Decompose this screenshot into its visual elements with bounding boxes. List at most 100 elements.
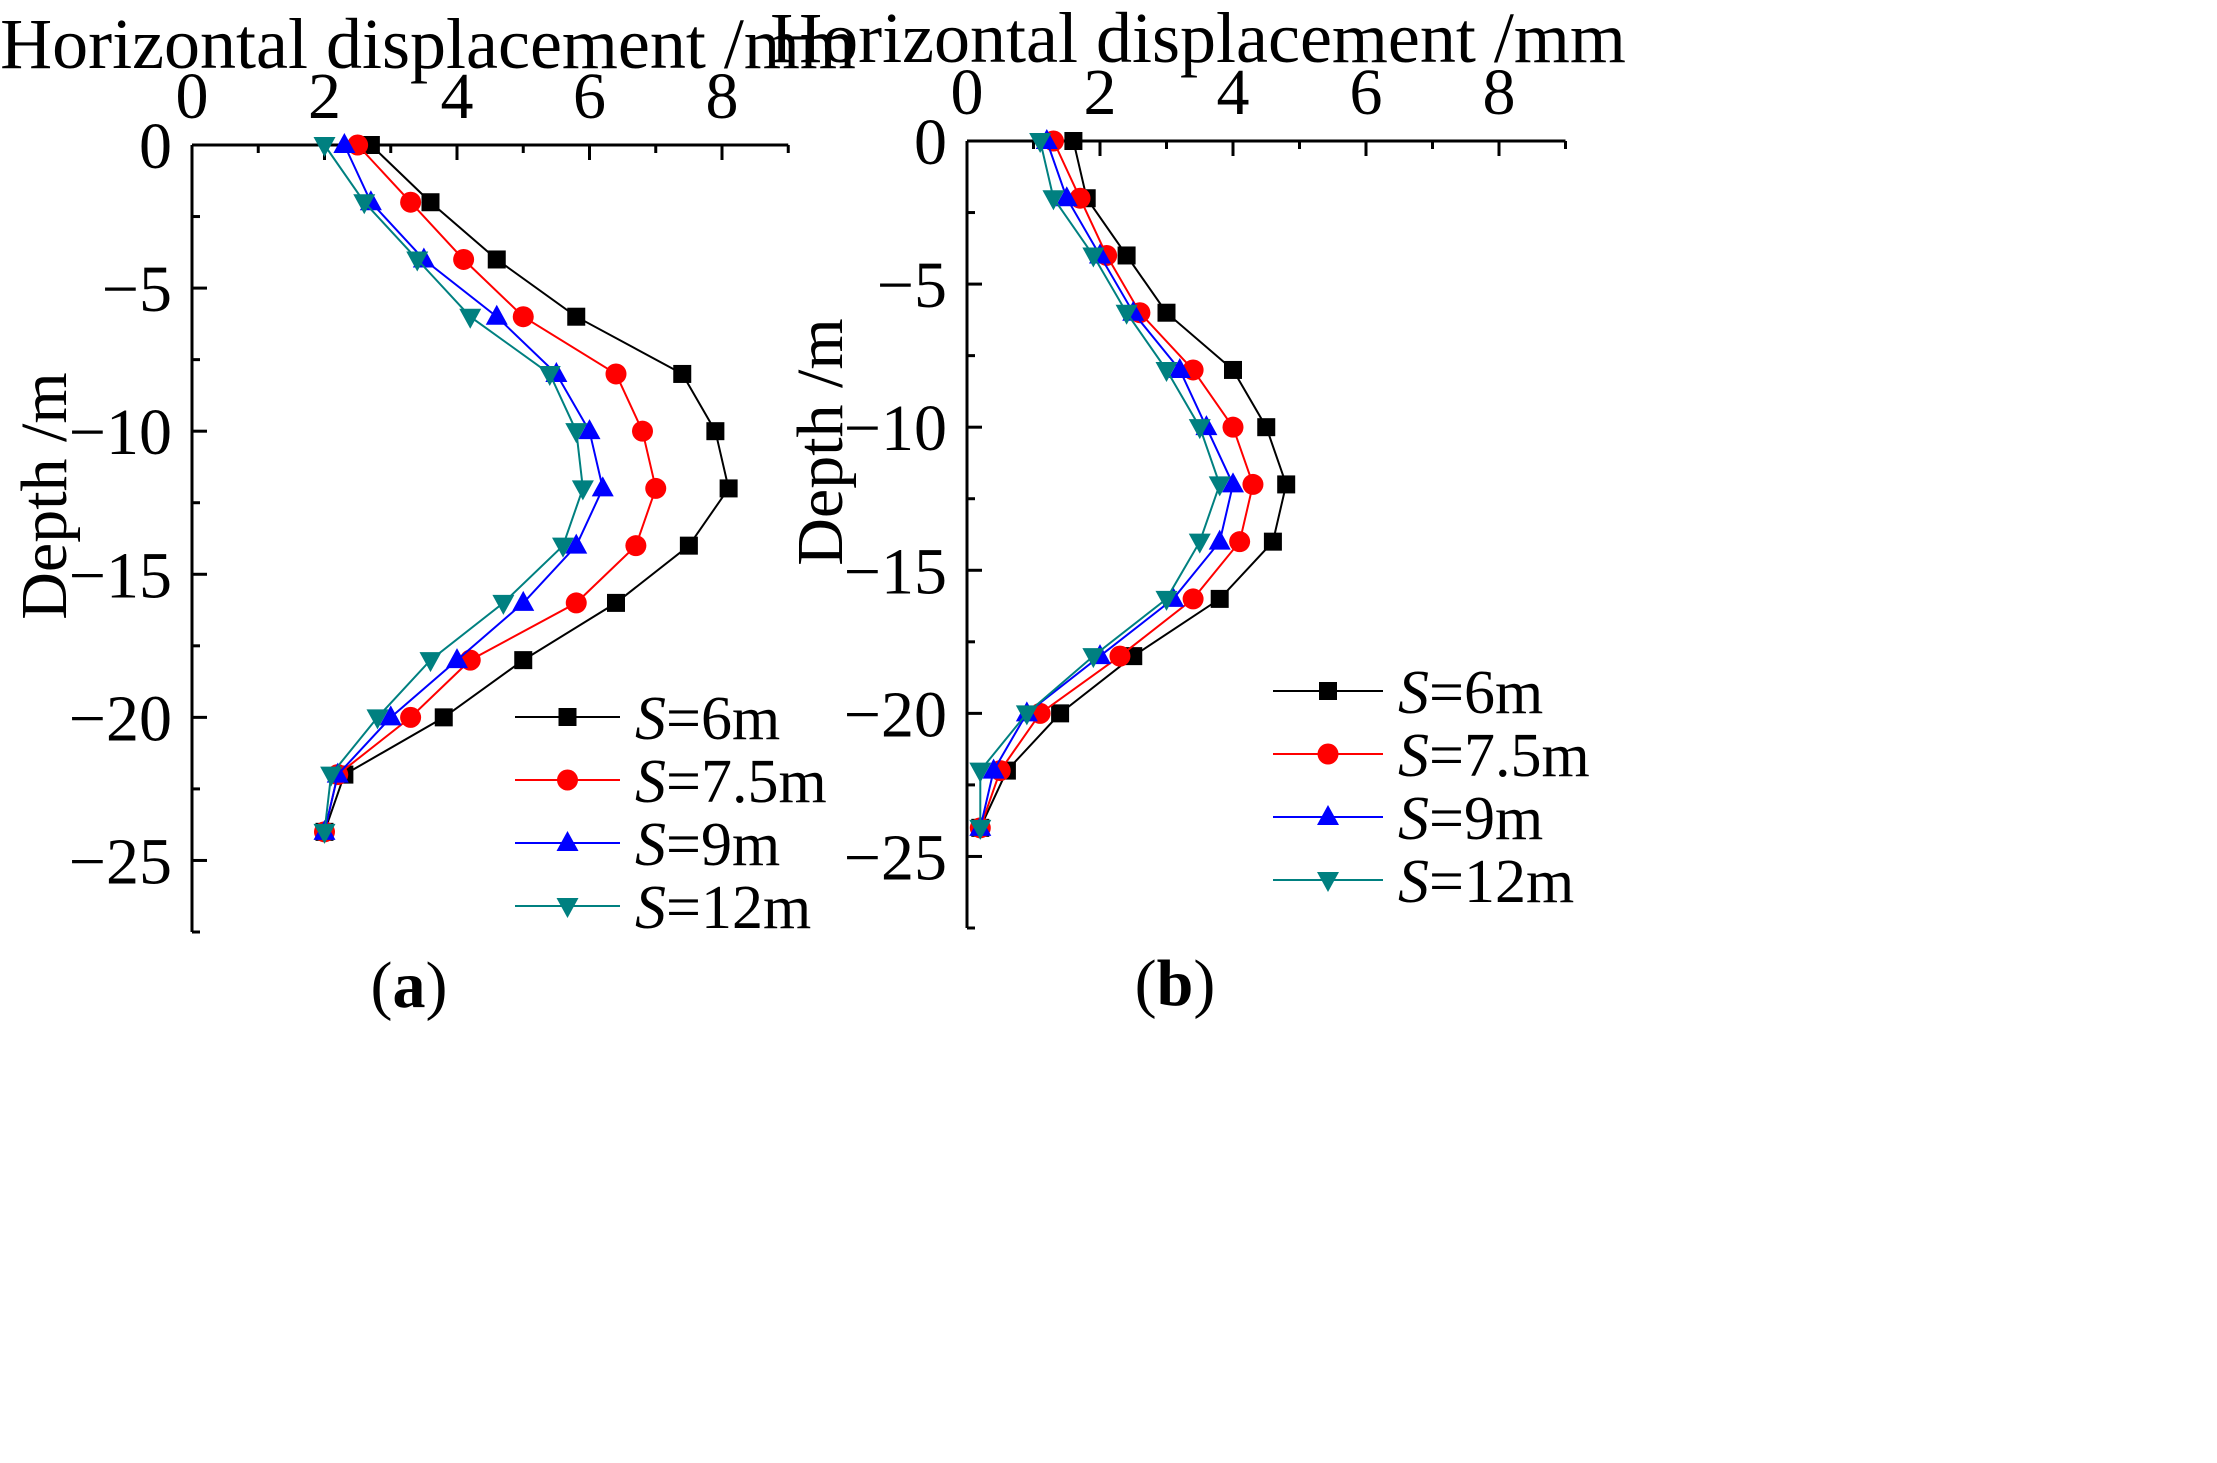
legend-item: S=9m [1273,785,1543,853]
y-tick-label: −10 [844,392,947,465]
legend-label: S=9m [635,811,780,879]
legend-item: S=7.5m [515,748,827,816]
data-point [333,133,356,153]
legend: S=6mS=7.5mS=9mS=12m [1273,659,1590,916]
data-point [1263,532,1282,551]
series-s-6m [971,132,1296,837]
data-point [459,308,482,329]
series-line [323,144,604,833]
legend-marker [556,898,579,918]
chart-title: Horizontal displacement /mm [0,4,856,84]
data-point [1051,704,1070,723]
y-tick-label: 0 [139,110,172,183]
legend: S=6mS=7.5mS=9mS=12m [515,685,827,942]
x-tick-label: 6 [1350,56,1383,129]
y-tick-label: −5 [102,253,172,326]
data-point [1064,132,1083,150]
data-point [1229,531,1251,553]
data-point [512,590,535,611]
y-tick-label: −25 [69,825,172,898]
legend-label: S=7.5m [635,748,827,816]
data-point [673,364,692,383]
legend-label: S=12m [1398,848,1574,916]
data-point [353,194,376,215]
data-point [1029,133,1052,153]
legend-marker [557,769,578,791]
data-point [434,708,453,727]
x-tick-label: 2 [1084,56,1117,129]
legend-marker [1317,872,1339,892]
data-point [1109,645,1131,667]
data-point [1155,590,1178,611]
data-point [400,706,422,728]
data-point [406,251,429,272]
y-tick-label: −20 [69,682,172,755]
data-point [1224,360,1242,379]
data-point [706,422,725,441]
data-point [632,420,653,442]
x-tick-label: 0 [951,56,984,129]
data-point [313,823,336,844]
data-point [605,363,627,385]
y-tick-label: −5 [877,249,947,322]
data-point [1055,186,1078,207]
panel-label: (b) [1135,947,1216,1020]
series-s-12m [969,133,1231,840]
data-point [969,819,992,840]
data-point [1042,190,1065,211]
legend-item: S=12m [1273,848,1574,916]
data-point [1210,589,1229,608]
x-tick-label: 8 [706,60,739,133]
data-point [446,648,468,669]
y-tick-label: −10 [69,396,172,469]
data-point [400,191,422,213]
legend-label: S=7.5m [1398,722,1590,790]
data-point [969,762,992,783]
x-tick-label: 4 [441,60,474,133]
data-point [571,480,594,501]
legend-item: S=9m [515,811,780,879]
legend-item: S=6m [1273,659,1543,727]
x-tick-label: 8 [1483,56,1516,129]
legend-marker [1317,805,1339,825]
data-point [607,593,625,612]
y-axis-label: Depth /m [784,318,857,565]
x-tick-label: 2 [308,60,341,133]
y-tick-label: −20 [844,678,947,751]
data-point [625,535,647,557]
data-point [1257,418,1276,437]
data-point [578,419,601,440]
legend-label: S=6m [635,685,780,753]
data-point [1015,705,1038,726]
data-point [453,248,475,270]
y-tick-label: 0 [914,106,947,179]
data-point [552,537,574,558]
data-point [1277,475,1296,494]
legend-marker [1319,682,1337,700]
data-point [512,306,534,328]
series-s-7.5m [314,134,667,843]
data-point [1208,529,1231,550]
data-point [1222,416,1244,438]
legend-label: S=12m [635,874,811,942]
legend-item: S=12m [515,874,811,942]
data-point [1082,247,1105,268]
chart-title: Horizontal displacement /mm [770,0,1626,78]
y-tick-label: −15 [844,535,947,608]
x-tick-label: 4 [1217,56,1250,129]
data-point [320,766,343,787]
data-point [1242,473,1264,495]
data-point [982,758,1005,779]
data-point [366,709,389,730]
panel-a: 0 2 4 6 8 0 −5 −10 −15 −20 −25 Horizontal displacem… [0,4,856,1022]
data-point [1155,361,1178,382]
data-point [679,536,698,555]
legend-item: S=6m [515,685,780,753]
series-s-9m [969,129,1244,836]
series-s-9m [313,133,614,840]
data-point [487,250,506,269]
data-point [567,307,586,326]
data-point [1157,303,1176,322]
data-point [313,137,336,157]
legend-label: S=9m [1398,785,1543,853]
